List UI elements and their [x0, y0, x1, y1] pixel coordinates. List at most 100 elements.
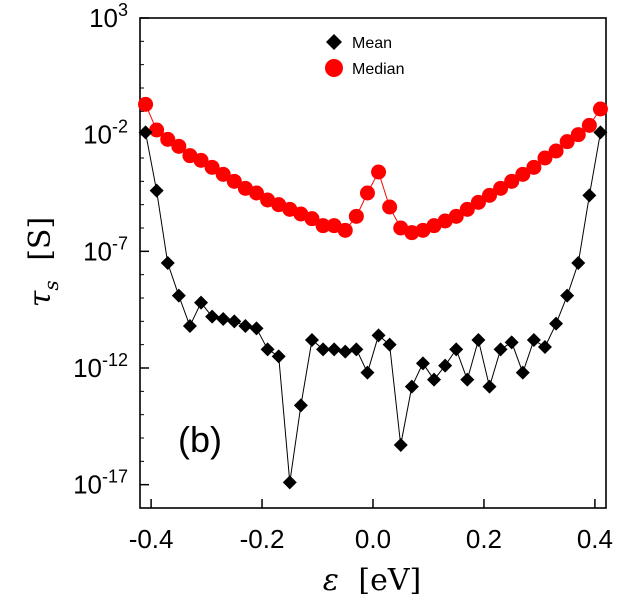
- median-point: [448, 208, 464, 224]
- median-point: [504, 173, 520, 189]
- median-point: [515, 166, 531, 182]
- median-point: [559, 134, 575, 150]
- median-point: [304, 211, 320, 227]
- y-tick-label: 10-17: [73, 467, 128, 500]
- mean-point: [304, 333, 319, 347]
- x-tick-label: 0.2: [466, 524, 502, 554]
- mean-point: [182, 319, 197, 333]
- x-tick-label: -0.2: [240, 524, 285, 554]
- mean-point: [438, 358, 453, 373]
- median-point: [249, 185, 264, 201]
- mean-point: [571, 256, 586, 270]
- panel-label: (b): [178, 419, 222, 460]
- y-tick-label: 10-12: [73, 350, 128, 383]
- median-point: [382, 199, 398, 215]
- mean-point: [449, 342, 464, 357]
- y-axis-subscript: s: [39, 280, 63, 290]
- mean-point: [360, 365, 375, 380]
- mean-point: [271, 349, 286, 364]
- y-axis-symbol: τ: [23, 290, 58, 307]
- median-point: [359, 185, 375, 201]
- median-point: [581, 117, 597, 133]
- median-point: [138, 96, 154, 112]
- axis-ticks: -0.4 -0.2 0.0 0.2 0.4 103 10-2 10-7 10-12 10-17: [73, 0, 613, 554]
- mean-point: [371, 328, 386, 343]
- median-point: [493, 180, 509, 196]
- mean-point: [260, 342, 275, 357]
- mean-point: [238, 319, 253, 333]
- y-tick-label: 10-2: [83, 117, 128, 150]
- mean-point: [327, 342, 342, 357]
- mean-point: [504, 335, 519, 350]
- median-point: [537, 150, 553, 166]
- median-point: [371, 164, 387, 180]
- mean-point: [149, 183, 164, 198]
- mean-point: [593, 125, 608, 140]
- x-axis-unit: [eV]: [358, 563, 421, 598]
- mean-point: [194, 295, 209, 310]
- median-point: [459, 201, 475, 217]
- mean-point: [526, 333, 541, 347]
- series-layer: [138, 96, 608, 490]
- y-axis-unit: [S]: [23, 217, 58, 261]
- mean-point: [160, 256, 175, 270]
- mean-point: [582, 188, 597, 203]
- median-point: [526, 159, 542, 175]
- median-point: [204, 159, 220, 175]
- legend-mean-label: Mean: [352, 35, 392, 52]
- series-mean: [138, 125, 608, 490]
- x-tick-label: -0.4: [129, 524, 174, 554]
- mean-point: [138, 125, 153, 140]
- x-axis-label: ε [eV]: [323, 563, 421, 598]
- median-point: [315, 218, 331, 234]
- mean-point: [560, 288, 575, 303]
- median-point: [226, 173, 242, 189]
- mean-point: [293, 398, 308, 413]
- mean-point: [349, 342, 364, 357]
- y-tick-label: 103: [89, 0, 128, 33]
- median-point: [570, 127, 586, 143]
- legend-mean-marker: [326, 34, 342, 50]
- median-point: [348, 208, 364, 224]
- median-point: [482, 187, 497, 203]
- median-point: [193, 152, 209, 168]
- x-tick-label: 0.0: [355, 524, 391, 554]
- mean-point: [482, 379, 497, 394]
- median-point: [160, 131, 176, 147]
- mean-point: [282, 475, 297, 490]
- mean-point: [515, 365, 530, 380]
- median-point: [149, 122, 165, 138]
- y-axis-label: τs [S]: [23, 217, 66, 307]
- median-point: [337, 222, 353, 238]
- mean-point: [537, 340, 552, 354]
- median-point: [592, 101, 608, 117]
- mean-point: [549, 316, 564, 331]
- mean-point: [216, 312, 231, 326]
- legend: Mean Median: [325, 34, 404, 78]
- mean-point: [471, 333, 486, 347]
- mean-point: [404, 379, 419, 394]
- mean-point: [382, 337, 397, 352]
- median-point: [548, 143, 564, 159]
- mean-point: [316, 342, 331, 357]
- x-axis-symbol: ε: [323, 563, 339, 598]
- median-point: [215, 166, 231, 182]
- mean-point: [338, 344, 353, 359]
- series-median: [138, 96, 608, 241]
- median-point: [171, 138, 187, 154]
- legend-median-marker: [325, 59, 343, 77]
- y-tick-label: 10-7: [83, 233, 128, 266]
- mean-point: [393, 438, 408, 452]
- mean-point: [427, 372, 442, 387]
- mean-point: [227, 314, 242, 329]
- mean-point: [171, 288, 186, 303]
- mean-point: [460, 372, 475, 387]
- mean-point: [205, 309, 220, 324]
- median-point: [470, 194, 486, 210]
- mean-point: [493, 342, 508, 357]
- mean-point: [415, 356, 430, 371]
- x-tick-label: 0.4: [577, 524, 613, 554]
- legend-median-label: Median: [352, 61, 404, 78]
- mean-point: [249, 321, 264, 336]
